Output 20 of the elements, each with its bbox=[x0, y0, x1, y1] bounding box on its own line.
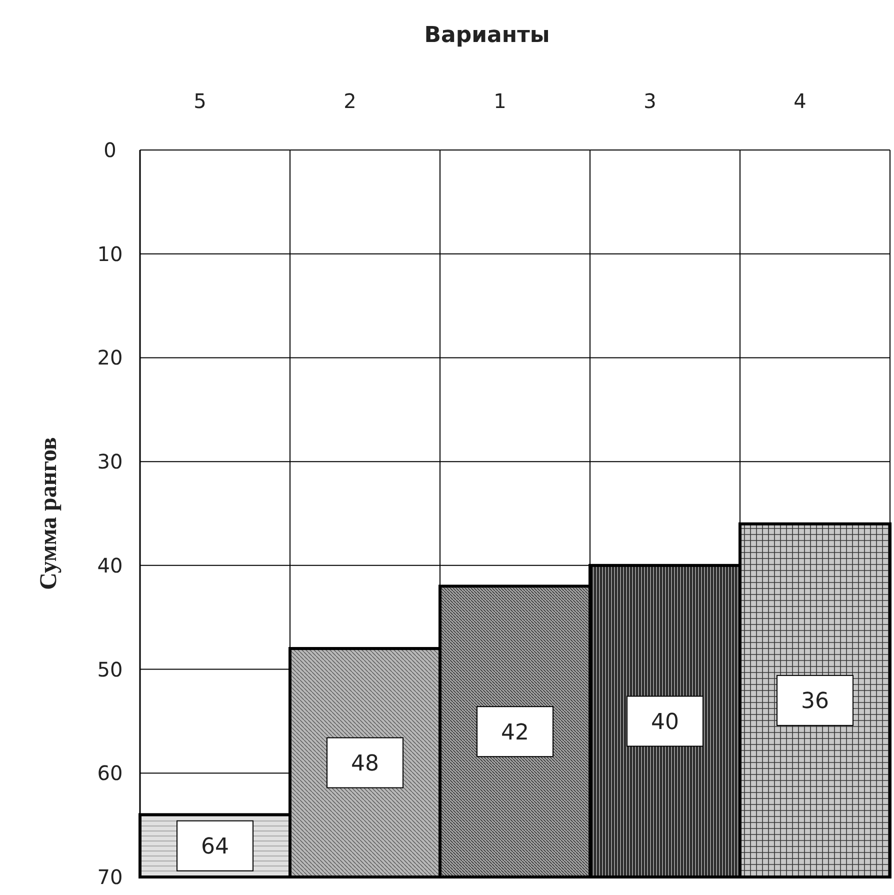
x-tick-label: 1 bbox=[494, 89, 506, 113]
y-tick-label: 20 bbox=[97, 346, 123, 370]
data-label: 64 bbox=[201, 834, 229, 860]
y-tick-label: 40 bbox=[97, 553, 123, 578]
x-tick-label: 2 bbox=[344, 89, 356, 113]
x-axis-title: Варианты bbox=[424, 23, 550, 48]
y-axis-title: Сумма рангов bbox=[36, 437, 62, 590]
x-tick-label: 3 bbox=[644, 89, 656, 113]
x-tick-label: 5 bbox=[194, 89, 206, 113]
y-tick-label: 30 bbox=[97, 450, 123, 474]
y-tick-label: 10 bbox=[97, 242, 123, 266]
y-tick-label: 0 bbox=[104, 138, 116, 162]
data-label: 36 bbox=[801, 689, 829, 714]
y-tick-label: 70 bbox=[97, 865, 123, 889]
data-label: 40 bbox=[651, 710, 679, 735]
data-label: 42 bbox=[501, 720, 529, 746]
data-label: 48 bbox=[351, 751, 379, 776]
y-tick-label: 60 bbox=[97, 761, 123, 786]
x-tick-label: 4 bbox=[794, 89, 806, 113]
y-tick-label: 50 bbox=[97, 657, 123, 682]
